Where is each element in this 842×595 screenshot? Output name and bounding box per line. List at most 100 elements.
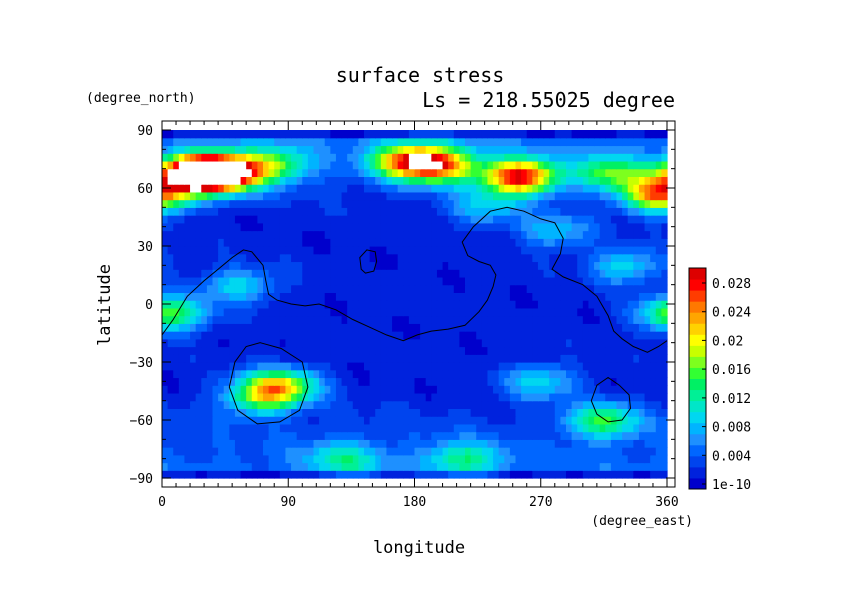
stress-cell [408, 462, 416, 471]
stress-cell [167, 462, 174, 471]
stress-cell [638, 184, 646, 193]
stress-cell [459, 230, 466, 239]
stress-cell [526, 470, 533, 479]
stress-cell [257, 408, 264, 417]
stress-cell [431, 454, 438, 464]
stress-cell [638, 153, 646, 162]
stress-cell [571, 176, 578, 185]
stress-cell [223, 246, 230, 255]
stress-cell [223, 447, 230, 456]
stress-cell [436, 168, 444, 177]
stress-cell [257, 292, 264, 301]
stress-cell [347, 176, 354, 185]
stress-cell [465, 168, 472, 177]
stress-cell [448, 377, 455, 386]
stress-cell [335, 137, 343, 147]
stress-cell [599, 276, 606, 286]
stress-cell [599, 160, 606, 170]
stress-cell [375, 346, 382, 355]
stress-cell [167, 222, 174, 232]
stress-cell [190, 269, 197, 278]
stress-cell [190, 315, 197, 324]
stress-cell [375, 392, 382, 402]
stress-cell [633, 137, 640, 147]
stress-cell [650, 222, 657, 232]
stress-cell [571, 269, 578, 278]
stress-cell [291, 470, 298, 479]
stress-cell [206, 184, 214, 193]
stress-cell [397, 145, 404, 154]
stress-cell [178, 377, 186, 386]
stress-cell [644, 184, 651, 193]
stress-cell [638, 323, 646, 332]
stress-cell [279, 307, 287, 317]
stress-cell [403, 153, 410, 162]
stress-cell [481, 238, 489, 247]
stress-cell [605, 377, 612, 386]
stress-cell [627, 307, 634, 317]
stress-cell [397, 222, 404, 232]
stress-cell [577, 145, 584, 154]
stress-cell [201, 408, 208, 417]
stress-cell [465, 315, 472, 324]
stress-cell [246, 191, 253, 201]
stress-cell [190, 261, 197, 270]
stress-cell [588, 346, 595, 355]
stress-cell [650, 199, 657, 208]
stress-cell [622, 238, 629, 247]
stress-cell [274, 416, 281, 425]
stress-cell [638, 199, 646, 208]
stress-cell [347, 439, 354, 448]
stress-cell [521, 176, 528, 185]
stress-cell [616, 153, 623, 162]
stress-cell [184, 362, 191, 371]
stress-cell [380, 168, 388, 177]
stress-cell [234, 369, 242, 379]
stress-cell [633, 145, 640, 154]
stress-cell [414, 199, 421, 208]
stress-cell [493, 137, 500, 147]
stress-cell [661, 431, 668, 440]
stress-cell [246, 454, 253, 464]
stress-cell [313, 246, 320, 255]
stress-cell [246, 292, 253, 301]
stress-cell [195, 253, 202, 263]
stress-cell [375, 168, 382, 177]
stress-cell [459, 377, 466, 386]
stress-cell [330, 292, 337, 301]
stress-cell [167, 354, 174, 363]
stress-cell [285, 447, 292, 456]
stress-cell [263, 338, 270, 348]
stress-cell [352, 315, 359, 324]
stress-cell [251, 454, 258, 464]
stress-cell [173, 284, 180, 293]
stress-cell [313, 292, 320, 301]
stress-cell [605, 462, 612, 471]
stress-cell [571, 253, 578, 263]
stress-cell [206, 300, 214, 309]
stress-cell [330, 392, 337, 402]
stress-cell [307, 145, 315, 154]
stress-cell [246, 315, 253, 324]
colorbar-swatch [689, 312, 706, 324]
stress-cell [397, 130, 404, 139]
stress-cell [465, 408, 472, 417]
stress-cell [167, 292, 174, 301]
stress-cell [234, 338, 242, 348]
stress-cell [352, 323, 359, 332]
stress-cell [251, 137, 258, 147]
stress-cell [543, 253, 550, 263]
stress-cell [240, 276, 247, 286]
stress-cell [408, 385, 416, 394]
stress-cell [549, 385, 556, 394]
stress-cell [644, 160, 651, 170]
stress-cell [285, 315, 292, 324]
stress-cell [307, 292, 315, 301]
stress-cell [425, 215, 432, 224]
stress-cell [257, 423, 264, 433]
stress-cell [481, 392, 489, 402]
stress-cell [577, 385, 584, 394]
stress-cell [324, 377, 331, 386]
stress-cell [296, 222, 303, 232]
stress-cell [324, 207, 331, 216]
